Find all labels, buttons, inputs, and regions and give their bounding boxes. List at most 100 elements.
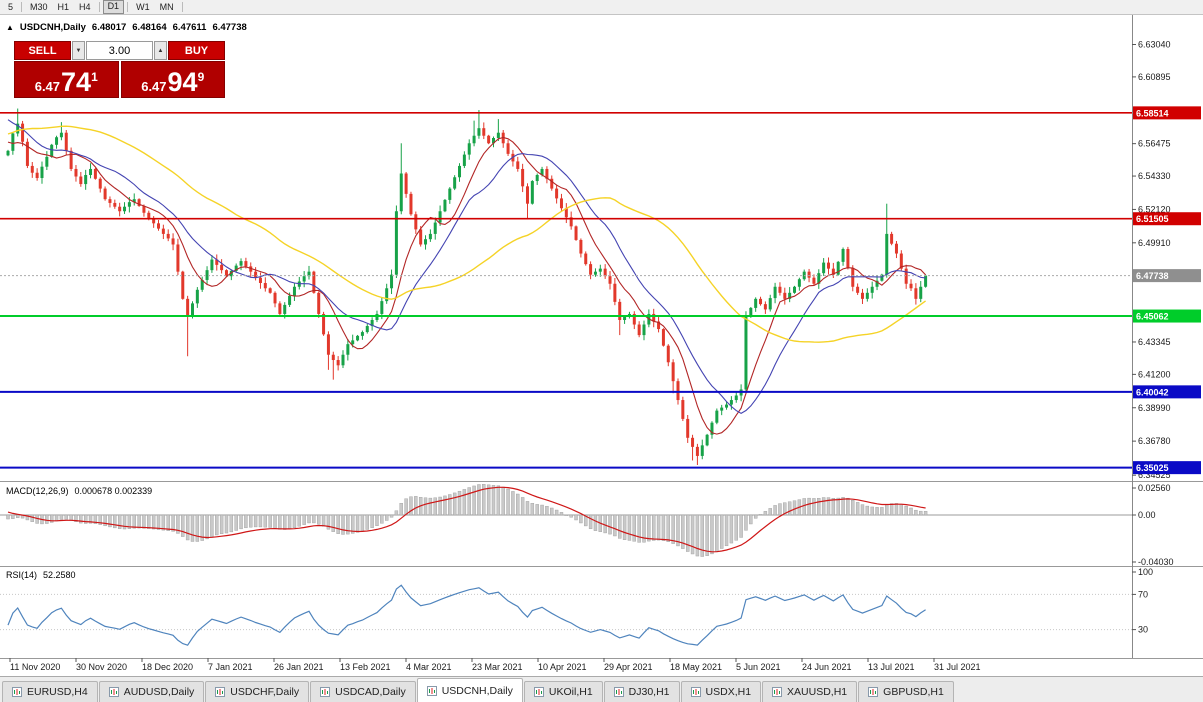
bid-price-big: 74 xyxy=(61,67,92,98)
chart-tab-usdcnh-daily[interactable]: USDCNH,Daily xyxy=(416,678,523,702)
svg-text:30: 30 xyxy=(1138,625,1148,635)
price-scale-tick: 6.34525 xyxy=(1138,470,1171,480)
chart-tab-label: UKOil,H1 xyxy=(548,686,593,698)
chart-tab-usdchf-daily[interactable]: USDCHF,Daily xyxy=(205,681,310,702)
volume-increase-button[interactable]: ▲ xyxy=(154,41,167,60)
one-click-trading-panel: SELL ▼ 3.00 ▲ BUY 6.47 74 1 6.47 94 9 xyxy=(14,41,225,98)
rsi-indicator-label: RSI(14) 52.2580 xyxy=(6,570,76,580)
timeframe-button-w1[interactable]: W1 xyxy=(136,2,150,12)
chart-tab-usdx-h1[interactable]: USDX,H1 xyxy=(680,681,762,702)
ma-mid-line xyxy=(7,119,926,415)
price-scale-tick: 6.41200 xyxy=(1138,369,1171,379)
chart-icon xyxy=(772,687,783,697)
time-axis-label: 31 Jul 2021 xyxy=(934,662,981,672)
toolbar-separator xyxy=(127,2,129,12)
price-scale-tick: 6.60895 xyxy=(1138,72,1171,82)
ohlc-close: 6.47738 xyxy=(212,22,247,33)
ask-price-pip: 9 xyxy=(197,70,205,84)
price-scale-tick: 6.52120 xyxy=(1138,204,1171,214)
price-scale-support-line-blue-lower-badge xyxy=(1133,461,1201,475)
time-axis-label: 13 Feb 2021 xyxy=(340,662,391,672)
svg-text:6.45062: 6.45062 xyxy=(1136,312,1169,322)
volume-input[interactable]: 3.00 xyxy=(86,41,153,60)
chart-icon xyxy=(320,687,331,697)
buy-button[interactable]: BUY xyxy=(168,41,225,60)
macd-name: MACD(12,26,9) xyxy=(6,486,69,496)
chart-tab-gbpusd-h1[interactable]: GBPUSD,H1 xyxy=(858,681,954,702)
time-axis-label: 11 Nov 2020 xyxy=(10,662,61,672)
svg-text:100: 100 xyxy=(1138,567,1153,577)
trade-panel-collapse-icon[interactable]: ▲ xyxy=(6,22,14,32)
chart-tab-eurusd-h4[interactable]: EURUSD,H4 xyxy=(2,681,98,702)
toolbar-separator xyxy=(21,2,23,12)
volume-decrease-button[interactable]: ▼ xyxy=(72,41,85,60)
timeframe-button-d1[interactable]: D1 xyxy=(102,0,125,14)
chart-tab-label: XAUUSD,H1 xyxy=(787,686,848,698)
ohlc-open: 6.48017 xyxy=(91,22,127,33)
ask-price-big: 94 xyxy=(167,67,198,98)
svg-text:6.47738: 6.47738 xyxy=(1136,271,1169,281)
svg-text:70: 70 xyxy=(1138,589,1148,599)
price-scale-resistance-line-mid-badge xyxy=(1133,212,1201,226)
rsi-panel: 100 70 30 xyxy=(0,567,1153,646)
timeframe-button-m30[interactable]: M30 xyxy=(30,2,48,12)
sell-button[interactable]: SELL xyxy=(14,41,71,60)
bid-price-prefix: 6.47 xyxy=(34,78,61,94)
time-axis-label: 7 Jan 2021 xyxy=(208,662,253,672)
bid-price-pip: 1 xyxy=(91,70,98,84)
price-scale-tick: 6.54330 xyxy=(1138,171,1171,181)
timeframe-button-5[interactable]: 5 xyxy=(8,2,14,12)
toolbar-separator xyxy=(98,2,100,12)
svg-text:0.00: 0.00 xyxy=(1138,510,1156,520)
time-axis-label: 18 May 2021 xyxy=(670,662,723,672)
chart-tab-label: USDCAD,Daily xyxy=(335,686,406,698)
rsi-line xyxy=(7,584,926,646)
time-axis-label: 4 Mar 2021 xyxy=(406,662,452,672)
time-axis-label: 18 Dec 2020 xyxy=(142,662,194,672)
timeframe-button-h1[interactable]: H1 xyxy=(57,2,70,12)
macd-indicator-label: MACD(12,26,9) 0.000678 0.002339 xyxy=(6,486,152,496)
timeframe-button-mn[interactable]: MN xyxy=(159,2,174,12)
price-scale-tick: 6.36780 xyxy=(1138,436,1171,446)
toolbar-separator xyxy=(181,2,183,12)
time-axis-label: 26 Jan 2021 xyxy=(274,662,324,672)
price-scale-tick: 6.43345 xyxy=(1138,337,1171,347)
timeframe-button-h4[interactable]: H4 xyxy=(79,2,91,12)
macd-panel: 0.02560 0.00 -0.04030 xyxy=(0,483,1174,567)
svg-text:6.35025: 6.35025 xyxy=(1136,463,1169,473)
time-axis-ticks xyxy=(9,658,935,662)
price-scale-support-line-green-badge xyxy=(1133,309,1201,323)
rsi-name: RSI(14) xyxy=(6,570,38,580)
chart-tab-ukoil-h1[interactable]: UKOil,H1 xyxy=(523,681,603,702)
price-scale: 6.63040 6.60895 6.56475 6.54330 6.52120 6.499… xyxy=(1132,39,1201,480)
chart-tab-audusd-daily[interactable]: AUDUSD,Daily xyxy=(98,681,205,702)
ohlc-low: 6.47611 xyxy=(172,22,207,33)
chart-tab-label: DJ30,H1 xyxy=(628,686,670,698)
macd-values: 0.000678 0.002339 xyxy=(74,486,153,496)
time-axis-label: 24 Jun 2021 xyxy=(802,662,852,672)
rsi-value: 52.2580 xyxy=(43,570,76,580)
chart-tab-xauusd-h1[interactable]: XAUUSD,H1 xyxy=(762,681,858,702)
time-axis[interactable]: 11 Nov 2020 30 Nov 2020 18 Dec 2020 7 Jan 2… xyxy=(0,660,1203,676)
time-axis-label: 10 Apr 2021 xyxy=(538,662,587,672)
time-axis-label: 30 Nov 2020 xyxy=(76,662,128,672)
chart-icon xyxy=(690,687,701,697)
price-scale-resistance-line-upper-badge xyxy=(1133,106,1201,120)
chart-icon xyxy=(613,687,624,697)
chart-icon xyxy=(426,685,437,696)
macd-signal-line xyxy=(7,486,926,553)
price-level-lines xyxy=(0,112,1132,469)
svg-text:-0.04030: -0.04030 xyxy=(1138,557,1174,567)
ask-price-display[interactable]: 6.47 94 9 xyxy=(120,61,225,98)
bid-price-display[interactable]: 6.47 74 1 xyxy=(14,61,119,98)
chart-tab-dj30-h1[interactable]: DJ30,H1 xyxy=(603,681,680,702)
chart-tab-usdcad-daily[interactable]: USDCAD,Daily xyxy=(310,681,416,702)
chart-tab-label: GBPUSD,H1 xyxy=(883,686,944,698)
svg-text:6.58514: 6.58514 xyxy=(1136,108,1169,118)
chart-tab-label: USDCHF,Daily xyxy=(230,686,300,698)
svg-text:0.02560: 0.02560 xyxy=(1138,483,1171,493)
svg-text:6.51505: 6.51505 xyxy=(1136,214,1169,224)
current-price-badge xyxy=(1133,269,1201,283)
